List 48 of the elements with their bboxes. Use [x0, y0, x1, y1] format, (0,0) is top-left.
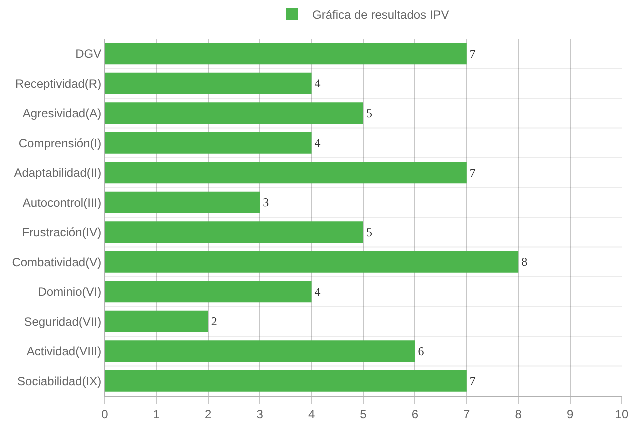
legend-label: Gráfica de resultados IPV [312, 8, 450, 22]
data-label: 6 [418, 344, 424, 358]
bar [105, 102, 364, 124]
y-tick-label: Actividad(VIII) [26, 344, 102, 359]
data-label: 4 [314, 136, 321, 150]
x-tick-label: 0 [102, 407, 109, 422]
x-tick-label: 1 [153, 407, 160, 422]
data-label: 5 [366, 225, 372, 240]
x-tick-label: 7 [464, 407, 471, 422]
y-tick-label: Dominio(VI) [38, 285, 102, 300]
y-tick-label: Comprensión(I) [18, 136, 102, 150]
x-tick-label: 9 [566, 407, 574, 422]
x-tick-label: 8 [515, 407, 522, 422]
data-label: 4 [314, 76, 321, 91]
y-tick-label: Adaptabilidad(II) [14, 166, 102, 180]
bar [105, 162, 467, 184]
x-tick-label: 4 [308, 407, 316, 422]
data-label: 7 [470, 166, 476, 180]
data-label: 4 [314, 284, 321, 299]
bar [105, 340, 416, 362]
y-tick-label: Sociabilidad(IX) [18, 374, 102, 388]
bar [105, 72, 312, 94]
bar [105, 192, 260, 214]
data-label: 8 [522, 255, 528, 270]
y-tick-label: DGV [76, 47, 102, 62]
data-label: 3 [263, 196, 270, 210]
x-tick-label: 10 [615, 407, 629, 422]
x-tick-label: 2 [205, 407, 212, 422]
bar [105, 370, 467, 392]
x-tick-label: 3 [256, 407, 264, 422]
data-label: 7 [470, 46, 476, 61]
y-tick-label: Seguridad(VII) [24, 314, 102, 329]
y-tick-label: Agresividad(A) [22, 106, 102, 121]
bar [105, 132, 312, 154]
bar [105, 310, 208, 332]
data-label: 7 [470, 374, 476, 388]
x-tick-label: 5 [360, 407, 368, 422]
bar [105, 222, 364, 244]
bar [105, 281, 312, 303]
y-tick-label: Autocontrol(III) [22, 196, 102, 210]
data-label: 5 [366, 106, 372, 120]
y-tick-label: Receptividad(R) [16, 76, 102, 91]
y-tick-label: Combatividad(V) [12, 255, 102, 270]
bar [105, 43, 467, 65]
x-tick-label: 6 [412, 407, 419, 422]
data-label: 2 [211, 314, 218, 329]
bar [105, 251, 519, 273]
y-tick-label: Frustración(IV) [22, 226, 102, 240]
